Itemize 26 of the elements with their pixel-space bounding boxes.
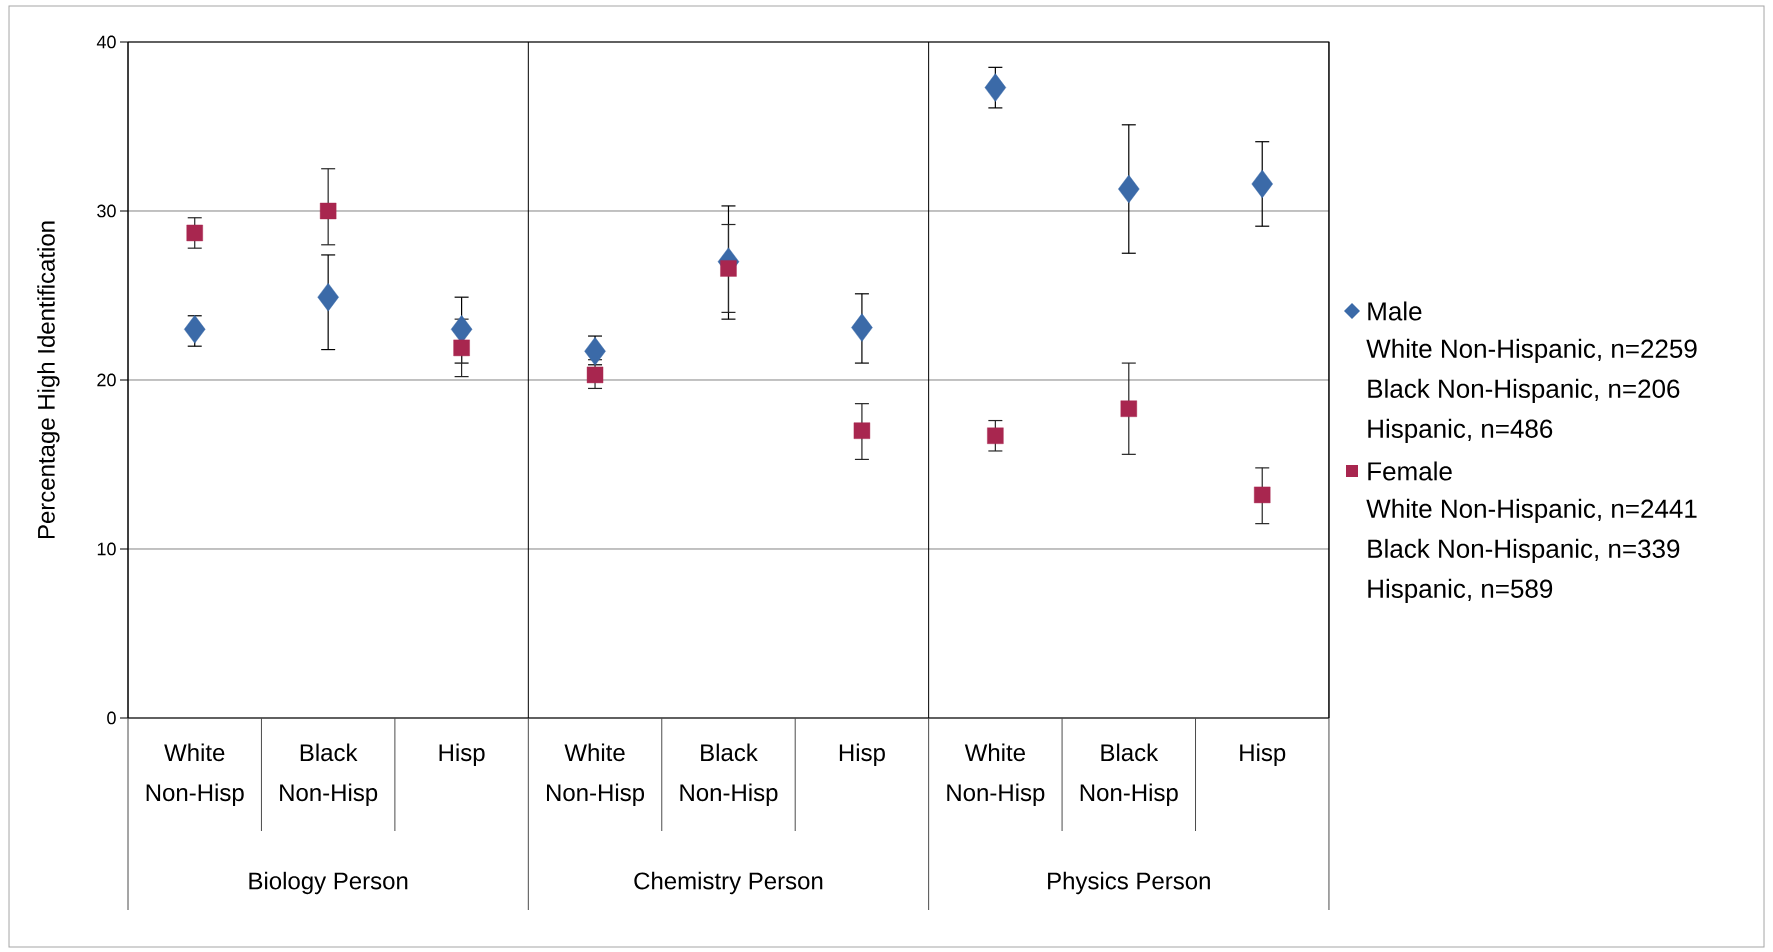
x-tick-label: Hisp [439, 743, 485, 766]
y-tick-label: 40 [96, 35, 116, 49]
text: Black Non-Hispanic, n=206 [1368, 378, 1680, 404]
x-tick-label: Black Non-Hisp [1080, 743, 1178, 806]
text: Physics Person [1048, 871, 1210, 895]
y-axis-title: Percentage High Identification [37, 221, 60, 539]
y-tick-label: 10 [97, 542, 116, 556]
y-tick-label: 0 [107, 711, 116, 725]
x-tick-label: White Non-Hisp [947, 743, 1045, 806]
x-tick-label: White Non-Hisp [146, 743, 244, 806]
y-tick-label: 30 [97, 204, 116, 218]
legend-label: Female [1368, 461, 1452, 481]
x-tick-label: White Non-Hisp [547, 743, 645, 806]
text: Hispanic, n=486 [1368, 418, 1553, 444]
y-tick-label: 20 [97, 373, 116, 387]
text: Black Non-Hispanic, n=339 [1368, 538, 1680, 564]
legend-label: Male [1368, 301, 1422, 321]
x-tick-label: Black Non-Hisp [680, 743, 778, 806]
text: Biology Person [249, 871, 408, 895]
text: White Non-Hispanic, n=2441 [1366, 498, 1697, 524]
text: Chemistry Person [634, 871, 823, 895]
x-tick-label: Hisp [839, 743, 885, 766]
x-tick-label: Hisp [1240, 743, 1286, 766]
text: Hispanic, n=589 [1368, 578, 1553, 604]
x-tick-label: Black Non-Hisp [280, 743, 378, 806]
text: White Non-Hispanic, n=2259 [1366, 338, 1697, 364]
